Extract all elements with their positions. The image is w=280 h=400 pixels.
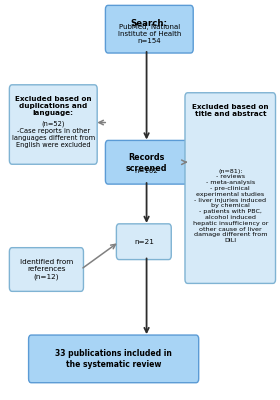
Text: Records
screened: Records screened	[126, 153, 167, 172]
FancyBboxPatch shape	[185, 93, 276, 284]
Text: (n=81):
- reviews
- meta-analysis
- pre-clinical
experimental studies
- liver in: (n=81): - reviews - meta-analysis - pre-…	[193, 169, 268, 243]
FancyBboxPatch shape	[105, 140, 188, 184]
FancyBboxPatch shape	[9, 85, 97, 164]
Text: Excluded based on
title and abstract: Excluded based on title and abstract	[192, 104, 269, 117]
Text: n=102: n=102	[135, 168, 158, 174]
Text: (n=52)
-Case reports in other
languages different from
English were excluded: (n=52) -Case reports in other languages …	[12, 121, 95, 148]
Text: 33 publications included in
the systematic review: 33 publications included in the systemat…	[55, 349, 172, 368]
FancyBboxPatch shape	[9, 248, 83, 291]
FancyBboxPatch shape	[105, 5, 193, 53]
FancyBboxPatch shape	[116, 224, 171, 260]
Text: Search:: Search:	[131, 19, 168, 28]
Text: n=21: n=21	[134, 239, 154, 245]
Text: Excluded based on
duplications and
language:: Excluded based on duplications and langu…	[15, 96, 92, 116]
Text: PubMed, National
Institute of Health
n=154: PubMed, National Institute of Health n=1…	[118, 24, 181, 44]
FancyBboxPatch shape	[29, 335, 199, 383]
Text: Identified from
references
(n=12): Identified from references (n=12)	[20, 259, 73, 280]
